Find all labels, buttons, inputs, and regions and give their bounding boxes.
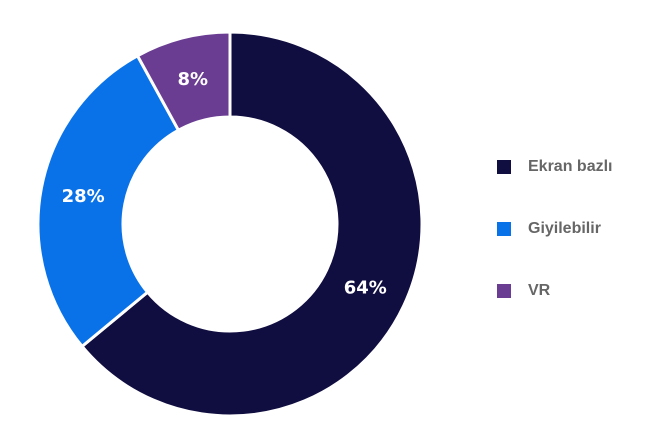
- data-label-0: 64%: [344, 278, 387, 299]
- donut-slice-2: [135, 30, 232, 133]
- legend-swatch: [497, 160, 511, 174]
- legend-label: VR: [528, 282, 551, 299]
- legend-swatch: [497, 222, 511, 236]
- legend-label: Ekran bazlı: [528, 158, 613, 175]
- legend-swatch: [497, 284, 511, 298]
- donut-slice-1: [36, 53, 181, 349]
- legend-label: Giyilebilir: [528, 220, 601, 237]
- data-label-2: 8%: [178, 69, 209, 90]
- legend: Ekran bazlı Giyilebilir VR: [497, 157, 612, 343]
- data-label-1: 28%: [62, 186, 105, 207]
- legend-item-ekran-bazli: Ekran bazlı: [497, 157, 612, 177]
- legend-item-giyilebilir: Giyilebilir: [497, 219, 612, 239]
- donut-slice-0: [79, 30, 424, 418]
- legend-item-vr: VR: [497, 281, 612, 301]
